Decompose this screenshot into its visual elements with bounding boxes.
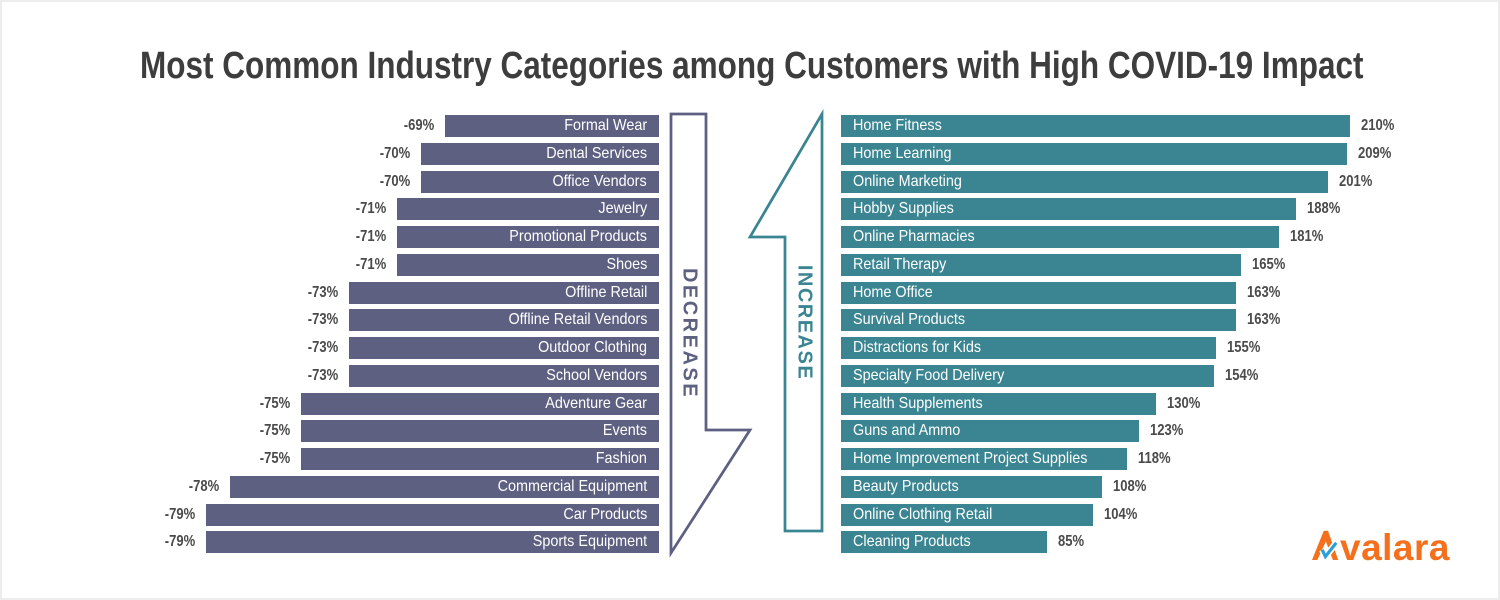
svg-text:valara: valara — [1340, 527, 1450, 568]
